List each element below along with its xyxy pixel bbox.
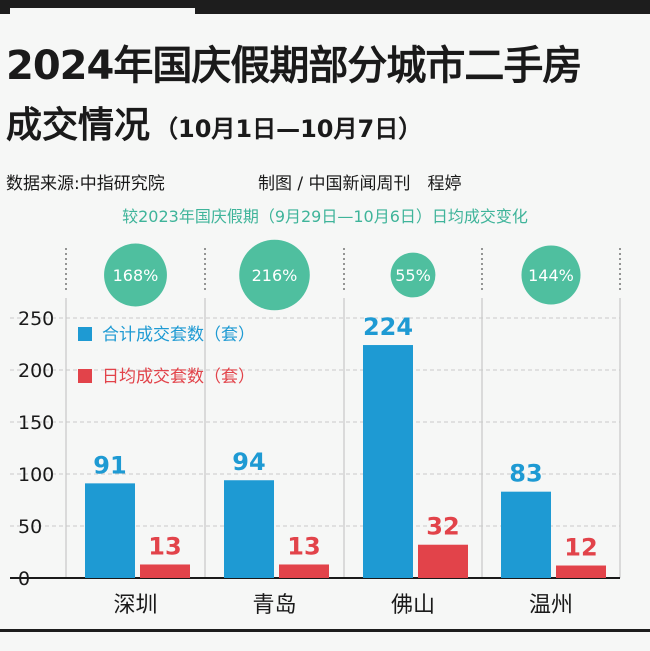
change-bubble-label: 55% xyxy=(395,266,431,285)
bar-total-label: 224 xyxy=(363,313,413,341)
comparison-note: 较2023年国庆假期（9月29日—10月6日）日均成交变化 xyxy=(122,207,528,226)
change-bubble xyxy=(104,243,167,307)
credit: 制图 / 中国新闻周刊 程婷 xyxy=(258,174,462,194)
bar-daily-label: 13 xyxy=(148,532,181,560)
legend-label-daily: 日均成交套数（套） xyxy=(102,367,255,387)
legend-swatch-daily xyxy=(78,369,92,383)
change-bubble-label: 216% xyxy=(252,266,298,285)
change-bubble xyxy=(521,245,581,305)
y-tick-label: 100 xyxy=(18,464,54,486)
change-bubble xyxy=(390,252,436,298)
bar-total xyxy=(363,345,413,578)
legend-label-total: 合计成交套数（套） xyxy=(102,325,255,345)
bar-total xyxy=(85,483,135,578)
bar-daily xyxy=(279,564,329,578)
chart-title-main: 成交情况 xyxy=(6,105,151,146)
bar-total xyxy=(224,480,274,578)
change-bubble-label: 144% xyxy=(528,266,574,285)
x-tick-label: 青岛 xyxy=(252,593,296,618)
bar-daily xyxy=(418,544,468,578)
y-tick-label: 200 xyxy=(18,360,54,382)
bottom-rule xyxy=(0,629,650,632)
x-tick-label: 温州 xyxy=(529,593,573,618)
bar-total-label: 94 xyxy=(232,448,265,476)
bar-daily-label: 32 xyxy=(426,513,459,541)
bar-total xyxy=(501,491,551,578)
data-source: 数据来源:中指研究院 xyxy=(6,174,165,194)
bar-daily xyxy=(556,565,606,578)
bar-daily-label: 13 xyxy=(287,532,320,560)
chart-title: 2024年国庆假期部分城市二手房 xyxy=(6,43,582,89)
top-bar xyxy=(0,0,650,14)
y-tick-label: 50 xyxy=(18,516,42,538)
bar-total-label: 91 xyxy=(93,451,126,479)
x-tick-label: 佛山 xyxy=(391,593,435,618)
bar-daily xyxy=(140,564,190,578)
x-tick-label: 深圳 xyxy=(113,593,157,618)
top-bar-notch xyxy=(10,8,195,14)
y-tick-label: 250 xyxy=(18,308,54,330)
change-bubble xyxy=(239,239,310,311)
y-tick-label: 150 xyxy=(18,412,54,434)
chart-title-date-range: （10月1日—10月7日） xyxy=(154,115,423,143)
legend-swatch-total xyxy=(78,327,92,341)
change-bubble-label: 168% xyxy=(113,266,159,285)
bar-total-label: 83 xyxy=(509,460,542,488)
chart-title-line2: 成交情况 （10月1日—10月7日） xyxy=(6,104,422,151)
bar-daily-label: 12 xyxy=(564,534,597,562)
